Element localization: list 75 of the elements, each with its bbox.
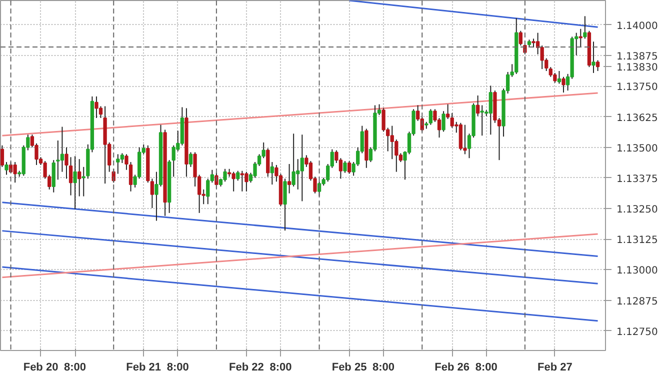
x-tick-label: Feb 25	[332, 362, 367, 374]
x-tick-label: 8:00	[270, 362, 292, 374]
candlestick	[232, 171, 236, 192]
x-tick-label: Feb 27	[538, 362, 572, 374]
candlestick	[56, 140, 60, 180]
x-tick-label: Feb 26	[434, 362, 470, 374]
y-tick-label: 1.13250	[616, 204, 658, 216]
candlestick	[244, 171, 248, 192]
candlestick	[557, 70, 562, 84]
candlestick	[428, 108, 433, 126]
y-tick-label: 1.13875	[616, 52, 658, 63]
candlestick	[266, 148, 270, 178]
candlestick	[60, 126, 64, 172]
x-tick-label: 8:00	[372, 362, 395, 374]
candlestick	[236, 170, 240, 182]
candlestick	[390, 125, 394, 160]
candlestick	[188, 152, 193, 168]
candlestick	[0, 144, 4, 168]
candlestick	[343, 160, 347, 174]
candlestick	[73, 156, 77, 210]
candlestick	[94, 96, 98, 118]
candlestick	[463, 124, 467, 155]
y-tick-label: 1.13375	[616, 174, 658, 185]
candlestick	[596, 60, 600, 72]
candlestick	[476, 94, 480, 117]
candlestick	[480, 104, 484, 136]
candlestick	[223, 168, 227, 182]
y-tick-label: 1.13000	[616, 266, 658, 277]
x-tick-label: 8:00	[64, 362, 86, 374]
candlestick	[283, 178, 287, 232]
candlestick	[287, 163, 292, 194]
candlestick	[172, 144, 176, 178]
candlestick	[120, 152, 124, 164]
x-tick-label: 8:00	[475, 362, 498, 374]
y-tick-label: 1.13830	[616, 62, 658, 74]
candlestick	[300, 134, 304, 202]
x-tick-label: 8:00	[166, 362, 189, 374]
candlestick	[394, 139, 398, 172]
candlestick	[13, 162, 17, 184]
candlestick	[64, 146, 68, 180]
candlestick	[562, 76, 566, 94]
x-tick-label: Feb 22	[229, 362, 264, 374]
candlestick	[446, 104, 450, 120]
candlestick	[488, 85, 492, 136]
candlestick	[128, 162, 133, 192]
y-tick-label: 1.12750	[616, 326, 658, 338]
y-tick-label: 1.13750	[616, 82, 658, 94]
candlestick	[116, 154, 120, 174]
x-tick-label: Feb 20	[23, 362, 58, 374]
candlestick	[578, 28, 582, 48]
candlestick	[592, 41, 596, 74]
candlestick	[4, 162, 8, 176]
candlestick	[583, 16, 587, 40]
candlestick	[206, 178, 210, 205]
candlestick	[82, 166, 86, 197]
candlestick	[150, 178, 154, 209]
candlestick	[52, 160, 56, 193]
candlestick	[540, 45, 544, 70]
candlestick	[68, 156, 73, 196]
candlestick	[518, 30, 522, 46]
candlestick	[98, 106, 103, 118]
y-tick-label: 1.13500	[616, 143, 658, 154]
candlestick	[450, 112, 454, 128]
y-tick-label: 1.14000	[616, 20, 658, 32]
candlestick	[382, 108, 386, 132]
x-tick-label: Feb 21	[126, 362, 162, 374]
y-tick-label: 1.12875	[616, 296, 658, 308]
candlestick	[78, 158, 82, 197]
candlestick	[553, 72, 557, 84]
candlestick	[124, 154, 128, 170]
y-tick-label: 1.13125	[616, 235, 658, 246]
candlestick	[347, 160, 352, 174]
candlestick	[270, 162, 274, 186]
y-tick-label: 1.13625	[616, 112, 658, 124]
candlestick	[458, 122, 463, 151]
